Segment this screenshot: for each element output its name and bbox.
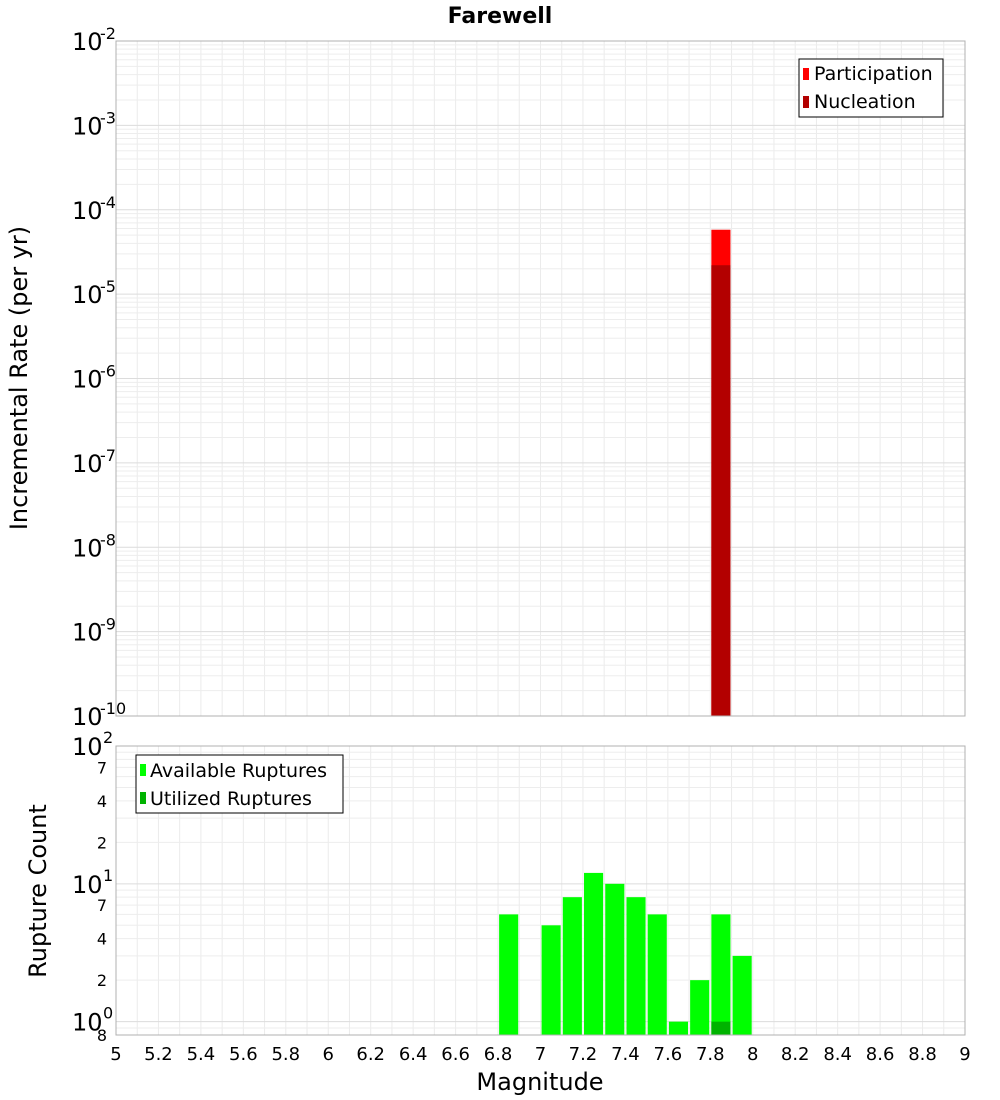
y-tick-exponent: -5: [100, 277, 116, 296]
x-tick-label: 6.8: [484, 1044, 513, 1065]
y-tick-minor-label: 2: [97, 971, 107, 990]
y-tick-exponent: 2: [103, 728, 113, 747]
x-tick-label: 6.4: [399, 1044, 428, 1065]
y-tick-label: 10: [72, 871, 103, 899]
y-tick-minor-label: 7: [97, 896, 107, 915]
x-tick-label: 5: [110, 1044, 121, 1065]
x-tick-label: 8.8: [908, 1044, 937, 1065]
bottom-bars: [499, 872, 752, 1035]
x-tick-label: 8: [747, 1044, 758, 1065]
y-tick-label: 10: [72, 281, 103, 309]
bar-nucleation: [711, 265, 731, 716]
y-tick-minor-label: 7: [97, 758, 107, 777]
x-tick-label: 7.4: [611, 1044, 640, 1065]
legend-swatch-participation: [803, 68, 809, 80]
legend-label-available-ruptures: Available Ruptures: [150, 760, 327, 782]
legend-swatch-nucleation: [803, 96, 809, 108]
bar-available-ruptures: [562, 897, 582, 1035]
y-tick-exponent: -2: [100, 24, 116, 43]
y-tick-exponent: -8: [100, 530, 116, 549]
y-tick-exponent: 0: [103, 1004, 113, 1023]
y-tick-exponent: -3: [100, 108, 116, 127]
y-tick-minor-label: 4: [97, 930, 107, 949]
x-tick-label: 7.8: [696, 1044, 725, 1065]
x-tick-label: 9: [959, 1044, 970, 1065]
bar-available-ruptures: [690, 980, 710, 1035]
y-tick-label: 10: [72, 733, 103, 761]
bar-available-ruptures: [584, 872, 604, 1035]
bar-utilized-ruptures: [711, 1021, 731, 1035]
top-plot-frame: [115, 40, 966, 717]
y-tick-label: 10: [72, 619, 103, 647]
x-tick-label: 8.2: [781, 1044, 810, 1065]
y-tick-label: 10: [72, 366, 103, 394]
top-y-axis-label: Incremental Rate (per yr): [5, 226, 33, 530]
y-tick-label: 10: [72, 534, 103, 562]
bar-available-ruptures: [668, 1021, 689, 1035]
x-tick-label: 8.6: [866, 1044, 895, 1065]
x-tick-label: 7.6: [654, 1044, 683, 1065]
x-axis-label: Magnitude: [476, 1068, 603, 1096]
x-tick-label: 5.6: [229, 1044, 258, 1065]
top-grid: [116, 41, 965, 717]
y-tick-label: 10: [72, 28, 103, 56]
bar-available-ruptures: [732, 955, 752, 1035]
x-tick-label: 6: [323, 1044, 334, 1065]
y-tick-minor-label: 2: [97, 833, 107, 852]
legend-label-nucleation: Nucleation: [814, 91, 916, 113]
top-plot: 10-210-310-410-510-610-710-810-910-10 In…: [5, 24, 966, 731]
bottom-legend-box: [135, 754, 344, 814]
legend-swatch-utilized-ruptures: [140, 792, 146, 804]
x-tick-label: 8.4: [823, 1044, 852, 1065]
y-tick-exponent: -4: [100, 193, 116, 212]
bottom-plot-frame: [115, 745, 966, 1036]
top-legend: Participation Nucleation: [798, 58, 944, 118]
bar-available-ruptures: [499, 914, 519, 1035]
y-tick-exponent: -10: [100, 699, 126, 718]
y-tick-exponent: -6: [100, 362, 116, 381]
bar-available-ruptures: [605, 883, 625, 1035]
bottom-y-axis-label: Rupture Count: [24, 804, 52, 978]
x-tick-label: 6.2: [356, 1044, 385, 1065]
bottom-x-ticks: 5 5.2 5.4 5.6 5.8 6 6.2 6.4 6.6 6.8 7 7.2 7.4 7.6 7.8 8…: [110, 1044, 970, 1065]
top-y-ticks: 10-210-310-410-510-610-710-810-910-10: [72, 24, 126, 731]
y-tick-minor-label: 8: [97, 1026, 107, 1045]
x-tick-label: 6.6: [441, 1044, 470, 1065]
y-tick-minor-label: 4: [97, 792, 107, 811]
y-tick-label: 10: [72, 703, 103, 731]
bar-available-ruptures: [711, 914, 731, 1035]
x-tick-label: 7.2: [569, 1044, 598, 1065]
y-tick-exponent: -7: [100, 446, 116, 465]
x-tick-label: 5.2: [144, 1044, 173, 1065]
y-tick-label: 10: [72, 1009, 103, 1037]
legend-label-utilized-ruptures: Utilized Ruptures: [150, 788, 312, 810]
top-legend-box: [798, 58, 944, 118]
x-tick-label: 7: [535, 1044, 546, 1065]
legend-swatch-available-ruptures: [140, 764, 146, 776]
x-tick-label: 5.4: [187, 1044, 216, 1065]
chart-title: Farewell: [448, 4, 553, 29]
y-tick-exponent: 1: [103, 866, 113, 885]
legend-label-participation: Participation: [814, 63, 933, 85]
bar-available-ruptures: [541, 925, 561, 1035]
y-tick-label: 10: [72, 450, 103, 478]
y-tick-label: 10: [72, 112, 103, 140]
y-tick-label: 10: [72, 197, 103, 225]
bar-available-ruptures: [647, 914, 667, 1035]
x-tick-label: 5.8: [271, 1044, 300, 1065]
y-tick-exponent: -9: [100, 615, 116, 634]
top-bars: [711, 229, 731, 717]
bar-available-ruptures: [626, 897, 646, 1035]
bottom-legend: Available Ruptures Utilized Ruptures: [135, 754, 344, 814]
